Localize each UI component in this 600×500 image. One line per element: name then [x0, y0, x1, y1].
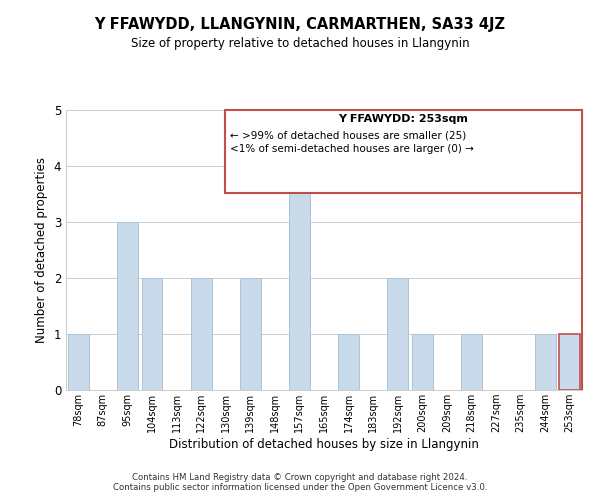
Bar	[559, 334, 580, 390]
Bar	[289, 166, 310, 390]
Bar	[117, 222, 138, 390]
Text: <1% of semi-detached houses are larger (0) →: <1% of semi-detached houses are larger (…	[230, 144, 473, 154]
Y-axis label: Number of detached properties: Number of detached properties	[35, 157, 48, 343]
Text: Contains public sector information licensed under the Open Government Licence v3: Contains public sector information licen…	[113, 484, 487, 492]
Text: Contains HM Land Registry data © Crown copyright and database right 2024.: Contains HM Land Registry data © Crown c…	[132, 474, 468, 482]
Bar	[142, 278, 163, 390]
Bar	[387, 278, 408, 390]
Bar	[240, 278, 261, 390]
Bar	[191, 278, 212, 390]
Text: ← >99% of detached houses are smaller (25): ← >99% of detached houses are smaller (2…	[230, 131, 466, 141]
X-axis label: Distribution of detached houses by size in Llangynin: Distribution of detached houses by size …	[169, 438, 479, 451]
Bar	[461, 334, 482, 390]
Bar	[68, 334, 89, 390]
Bar	[535, 334, 556, 390]
Text: Y FFAWYDD, LLANGYNIN, CARMARTHEN, SA33 4JZ: Y FFAWYDD, LLANGYNIN, CARMARTHEN, SA33 4…	[95, 18, 505, 32]
Bar	[412, 334, 433, 390]
Text: Size of property relative to detached houses in Llangynin: Size of property relative to detached ho…	[131, 38, 469, 51]
Text: Y FFAWYDD: 253sqm: Y FFAWYDD: 253sqm	[338, 114, 469, 124]
Bar	[338, 334, 359, 390]
